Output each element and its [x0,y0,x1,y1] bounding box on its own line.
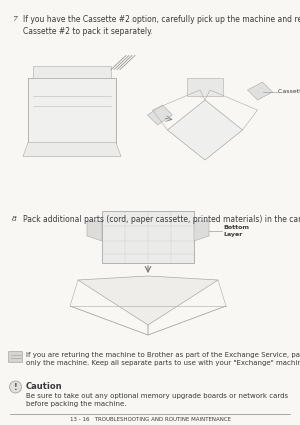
Text: Be sure to take out any optional memory upgrade boards or network cards
before p: Be sure to take out any optional memory … [26,393,288,407]
Text: 13 - 16   TROUBLESHOOTING AND ROUTINE MAINTENANCE: 13 - 16 TROUBLESHOOTING AND ROUTINE MAIN… [70,417,230,422]
FancyBboxPatch shape [8,351,22,363]
Polygon shape [23,142,121,156]
Polygon shape [167,100,242,160]
Polygon shape [148,105,172,125]
Polygon shape [33,65,111,77]
Text: Bottom
Layer: Bottom Layer [223,225,249,237]
Polygon shape [28,77,116,142]
Polygon shape [194,221,209,241]
FancyBboxPatch shape [102,211,194,263]
Text: 8: 8 [12,215,17,223]
Polygon shape [78,276,218,325]
Text: Pack additional parts (cord, paper cassette, printed materials) in the carton.: Pack additional parts (cord, paper casse… [23,215,300,224]
Text: If you are returing the machine to Brother as part of the Exchange Service, pack: If you are returing the machine to Broth… [26,352,300,366]
Text: Cassette #2: Cassette #2 [278,88,300,94]
Polygon shape [87,221,102,241]
Text: 7: 7 [12,15,17,23]
Text: If you have the Cassette #2 option, carefully pick up the machine and remove
Cas: If you have the Cassette #2 option, care… [23,15,300,36]
FancyBboxPatch shape [187,78,223,96]
Text: Caution: Caution [26,382,63,391]
Text: !: ! [14,382,17,391]
Polygon shape [248,82,272,100]
Circle shape [10,381,22,393]
